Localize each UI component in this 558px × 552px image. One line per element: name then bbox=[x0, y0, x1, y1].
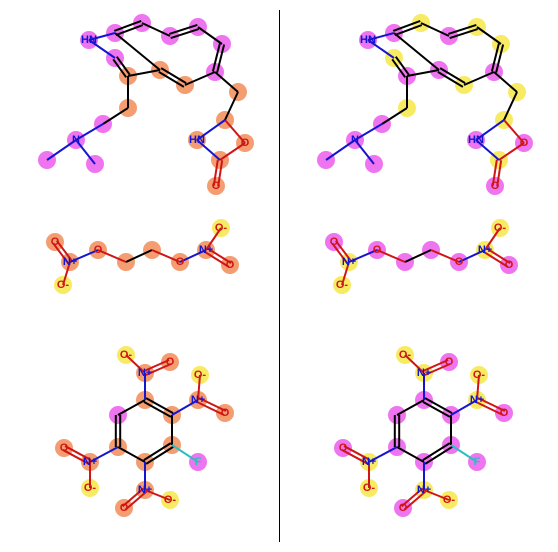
atom-label: O bbox=[221, 407, 230, 419]
right-svg: HNNOOHNON+O-OON+O-OFN+O-ON+OO-N+OO-N+OO- bbox=[279, 0, 558, 552]
atom-label: O- bbox=[399, 349, 412, 361]
atom-label: HN bbox=[81, 34, 97, 46]
atom-label: N bbox=[351, 134, 359, 146]
atom-label: O bbox=[399, 502, 408, 514]
bond bbox=[477, 27, 501, 44]
atom-label: N+ bbox=[478, 244, 492, 256]
bond bbox=[198, 27, 222, 44]
atom-label: O bbox=[212, 180, 221, 192]
atom-label: O bbox=[166, 356, 175, 368]
atom-label: O bbox=[241, 137, 250, 149]
atom-label: O- bbox=[336, 279, 349, 291]
left-panel: HNNOOHNON+O-OON+O-OFN+O-ON+OO-N+OO-N+OO- bbox=[0, 0, 279, 552]
atom-label: O- bbox=[443, 494, 456, 506]
atom-label: N+ bbox=[83, 456, 97, 468]
atom-label: O bbox=[226, 259, 235, 271]
atom-label: O- bbox=[215, 222, 228, 234]
atom-label: O bbox=[445, 356, 454, 368]
atom-label: O bbox=[373, 244, 382, 256]
atom-label: O bbox=[94, 244, 103, 256]
atom-label: N+ bbox=[63, 256, 77, 268]
atom-label: N+ bbox=[191, 394, 205, 406]
atom-label: O- bbox=[494, 222, 507, 234]
atom-label: HN bbox=[189, 134, 205, 146]
atom-label: N+ bbox=[417, 367, 431, 379]
atom-label: O bbox=[120, 502, 129, 514]
atom-label: F bbox=[474, 456, 481, 468]
atom-label: O- bbox=[164, 494, 177, 506]
right-panel: HNNOOHNON+O-OON+O-OFN+O-ON+OO-N+OO-N+OO- bbox=[279, 0, 558, 552]
atom-label: N+ bbox=[470, 394, 484, 406]
atom-label: O- bbox=[57, 279, 70, 291]
atom-label: N+ bbox=[342, 256, 356, 268]
atom-label: O bbox=[339, 442, 348, 454]
atom-label: N+ bbox=[138, 367, 152, 379]
atom-label: O bbox=[505, 259, 514, 271]
atom-label: O- bbox=[84, 482, 97, 494]
atom-label: O- bbox=[194, 369, 207, 381]
atom-label: O bbox=[455, 256, 464, 268]
atom-label: O- bbox=[120, 349, 133, 361]
atom-label: O bbox=[500, 407, 509, 419]
atom-label: F bbox=[195, 456, 202, 468]
bond bbox=[494, 72, 517, 92]
atom-label: N+ bbox=[138, 484, 152, 496]
atom-label: O- bbox=[363, 482, 376, 494]
atom-label: N bbox=[72, 134, 80, 146]
bond bbox=[215, 72, 238, 92]
atom-label: O bbox=[520, 137, 529, 149]
left-svg: HNNOOHNON+O-OON+O-OFN+O-ON+OO-N+OO-N+OO- bbox=[0, 0, 279, 552]
atom-label: N+ bbox=[199, 244, 213, 256]
atom-label: O- bbox=[473, 369, 486, 381]
atom-label: O bbox=[491, 180, 500, 192]
atom-label: N+ bbox=[417, 484, 431, 496]
atom-label: O bbox=[176, 256, 185, 268]
atom-label: HN bbox=[360, 34, 376, 46]
atom-label: HN bbox=[468, 134, 484, 146]
atom-label: O bbox=[330, 236, 339, 248]
atom-label: O bbox=[60, 442, 69, 454]
atom-label: O bbox=[51, 236, 60, 248]
atom-label: N+ bbox=[362, 456, 376, 468]
